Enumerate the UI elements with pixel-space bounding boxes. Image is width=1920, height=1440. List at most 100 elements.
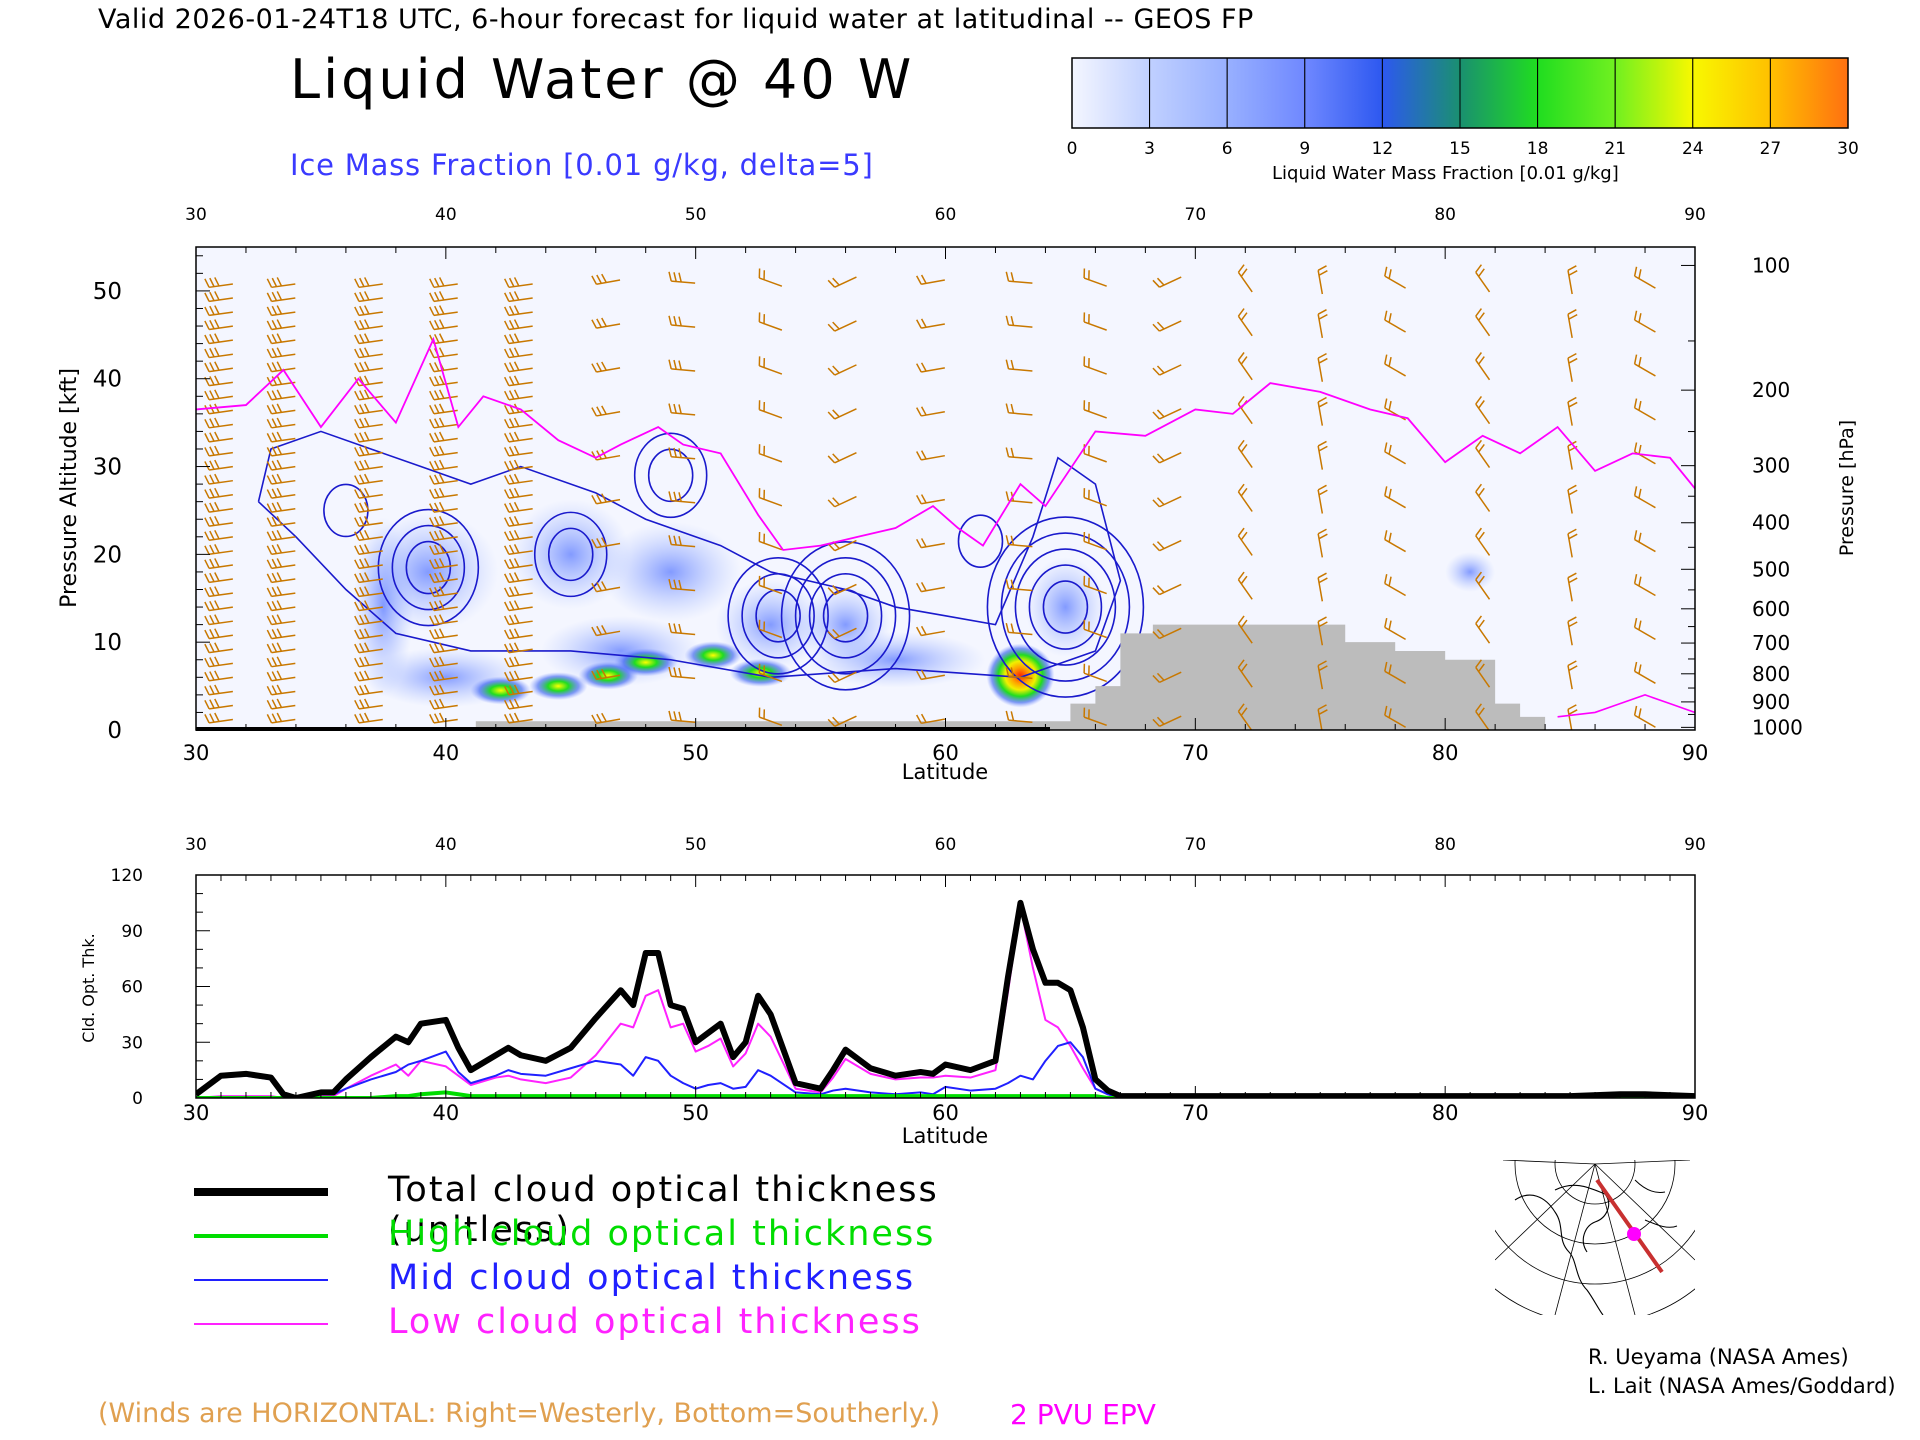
wind-barb xyxy=(1152,495,1182,508)
wind-barb xyxy=(504,333,533,345)
ice-shade xyxy=(1445,551,1496,592)
wind-barb xyxy=(354,684,383,696)
wind-barb xyxy=(1475,264,1491,293)
wind-barb xyxy=(504,473,533,485)
colorbar-tick-label: 12 xyxy=(1372,139,1394,159)
ice-shade xyxy=(600,521,741,622)
wind-barb xyxy=(1083,531,1107,551)
wind-barb xyxy=(668,271,696,284)
wind-barb xyxy=(354,544,383,556)
wind-barb xyxy=(204,473,233,485)
upper-x-axis-label: Latitude xyxy=(902,760,988,784)
wind-barb xyxy=(204,291,233,303)
wind-barb xyxy=(591,625,621,637)
legend-swatch-total xyxy=(194,1188,328,1196)
wind-barb xyxy=(204,445,233,457)
series-line xyxy=(196,1041,1695,1098)
main-title: Liquid Water @ 40 W xyxy=(290,48,915,111)
wind-barb xyxy=(266,656,296,668)
x-tick-label: 50 xyxy=(682,1101,709,1125)
cross-section-track xyxy=(1595,1178,1664,1274)
wind-barb xyxy=(1633,266,1656,289)
wind-barb xyxy=(429,501,458,513)
wind-barb xyxy=(1317,704,1328,730)
y-tick-label: 30 xyxy=(121,1033,143,1053)
upper-y-axis-label: Pressure Altitude [kft] xyxy=(57,368,82,608)
wind-barb xyxy=(504,642,533,654)
wind-barb xyxy=(204,614,233,626)
wind-barb xyxy=(916,713,945,725)
wind-barb xyxy=(1567,484,1578,514)
wind-barb xyxy=(354,642,383,654)
wind-barb xyxy=(1567,352,1578,382)
wind-barb xyxy=(1083,663,1107,683)
wind-barb xyxy=(204,712,233,724)
wind-barb xyxy=(354,501,383,513)
wind-barb xyxy=(916,318,945,329)
wind-barb xyxy=(591,493,621,505)
wind-barb xyxy=(1475,352,1491,381)
wind-barb xyxy=(204,277,233,289)
wind-barb xyxy=(354,319,383,331)
wind-barb xyxy=(354,586,383,598)
x-tick-label: 70 xyxy=(1182,1101,1209,1125)
wind-barb xyxy=(1152,671,1182,684)
wind-barb xyxy=(827,715,857,727)
y-tick-label: 10 xyxy=(93,630,122,656)
pressure-tick-label: 900 xyxy=(1752,690,1790,714)
wind-barb xyxy=(1633,486,1656,509)
wind-barb xyxy=(204,544,233,556)
wind-barb xyxy=(266,544,296,556)
wind-barb xyxy=(1317,616,1328,646)
wind-barb xyxy=(1005,403,1033,416)
wind-barb xyxy=(354,445,383,457)
wind-barb xyxy=(354,558,383,570)
wind-barb xyxy=(1384,354,1406,377)
wind-barb xyxy=(504,347,533,359)
wind-barb xyxy=(429,684,458,696)
pressure-tick-label: 100 xyxy=(1752,253,1790,277)
colorbar-tick-label: 24 xyxy=(1682,139,1704,159)
wind-barb xyxy=(204,558,233,570)
wind-barb xyxy=(204,501,233,513)
colorbar-cell xyxy=(1381,57,1461,129)
y-tick-label: 0 xyxy=(107,718,122,744)
wind-barb xyxy=(827,320,857,332)
wind-barb xyxy=(758,444,783,463)
wind-barb xyxy=(429,459,458,471)
wind-barb xyxy=(1475,395,1491,425)
winds-note: (Winds are HORIZONTAL: Right=Westerly, B… xyxy=(98,1398,941,1429)
wind-barb xyxy=(1152,539,1182,552)
wind-barb xyxy=(1317,309,1328,338)
ice-contour xyxy=(986,516,1145,698)
x-tick-label: 90 xyxy=(1682,741,1709,765)
wind-barb xyxy=(591,537,621,549)
colorbar-tick-label: 21 xyxy=(1604,139,1626,159)
wind-barb xyxy=(354,333,383,345)
wind-barb xyxy=(266,347,296,359)
wind-barb xyxy=(1633,705,1656,728)
wind-barb xyxy=(758,268,783,287)
wind-barb xyxy=(204,347,233,359)
ice-contour-envelope xyxy=(257,430,1122,679)
wind-barb xyxy=(1083,575,1107,595)
colorbar-tick-label: 30 xyxy=(1837,139,1859,159)
ice-contour xyxy=(533,511,608,598)
wind-barb xyxy=(1152,627,1182,640)
wind-barb xyxy=(504,628,533,640)
wind-barb xyxy=(1567,572,1578,602)
wind-barb xyxy=(204,403,233,415)
wind-barb xyxy=(916,582,945,593)
ice-contour xyxy=(391,524,466,611)
credit-line-2: L. Lait (NASA Ames/Goddard) xyxy=(1588,1374,1896,1398)
wind-barb xyxy=(504,375,533,387)
pvu-note: 2 PVU EPV xyxy=(1010,1398,1156,1431)
wind-barb xyxy=(504,572,533,584)
legend-item-total: Total cloud optical thickness (unitless) xyxy=(190,1170,1130,1250)
wind-barb xyxy=(1384,442,1406,465)
valid-time-title: Valid 2026-01-24T18 UTC, 6-hour forecast… xyxy=(98,4,1254,35)
x-tick-label-top: 90 xyxy=(1684,205,1706,225)
ice-contour xyxy=(1028,564,1103,650)
wind-barb xyxy=(1633,354,1656,377)
wind-barb xyxy=(1005,359,1033,372)
